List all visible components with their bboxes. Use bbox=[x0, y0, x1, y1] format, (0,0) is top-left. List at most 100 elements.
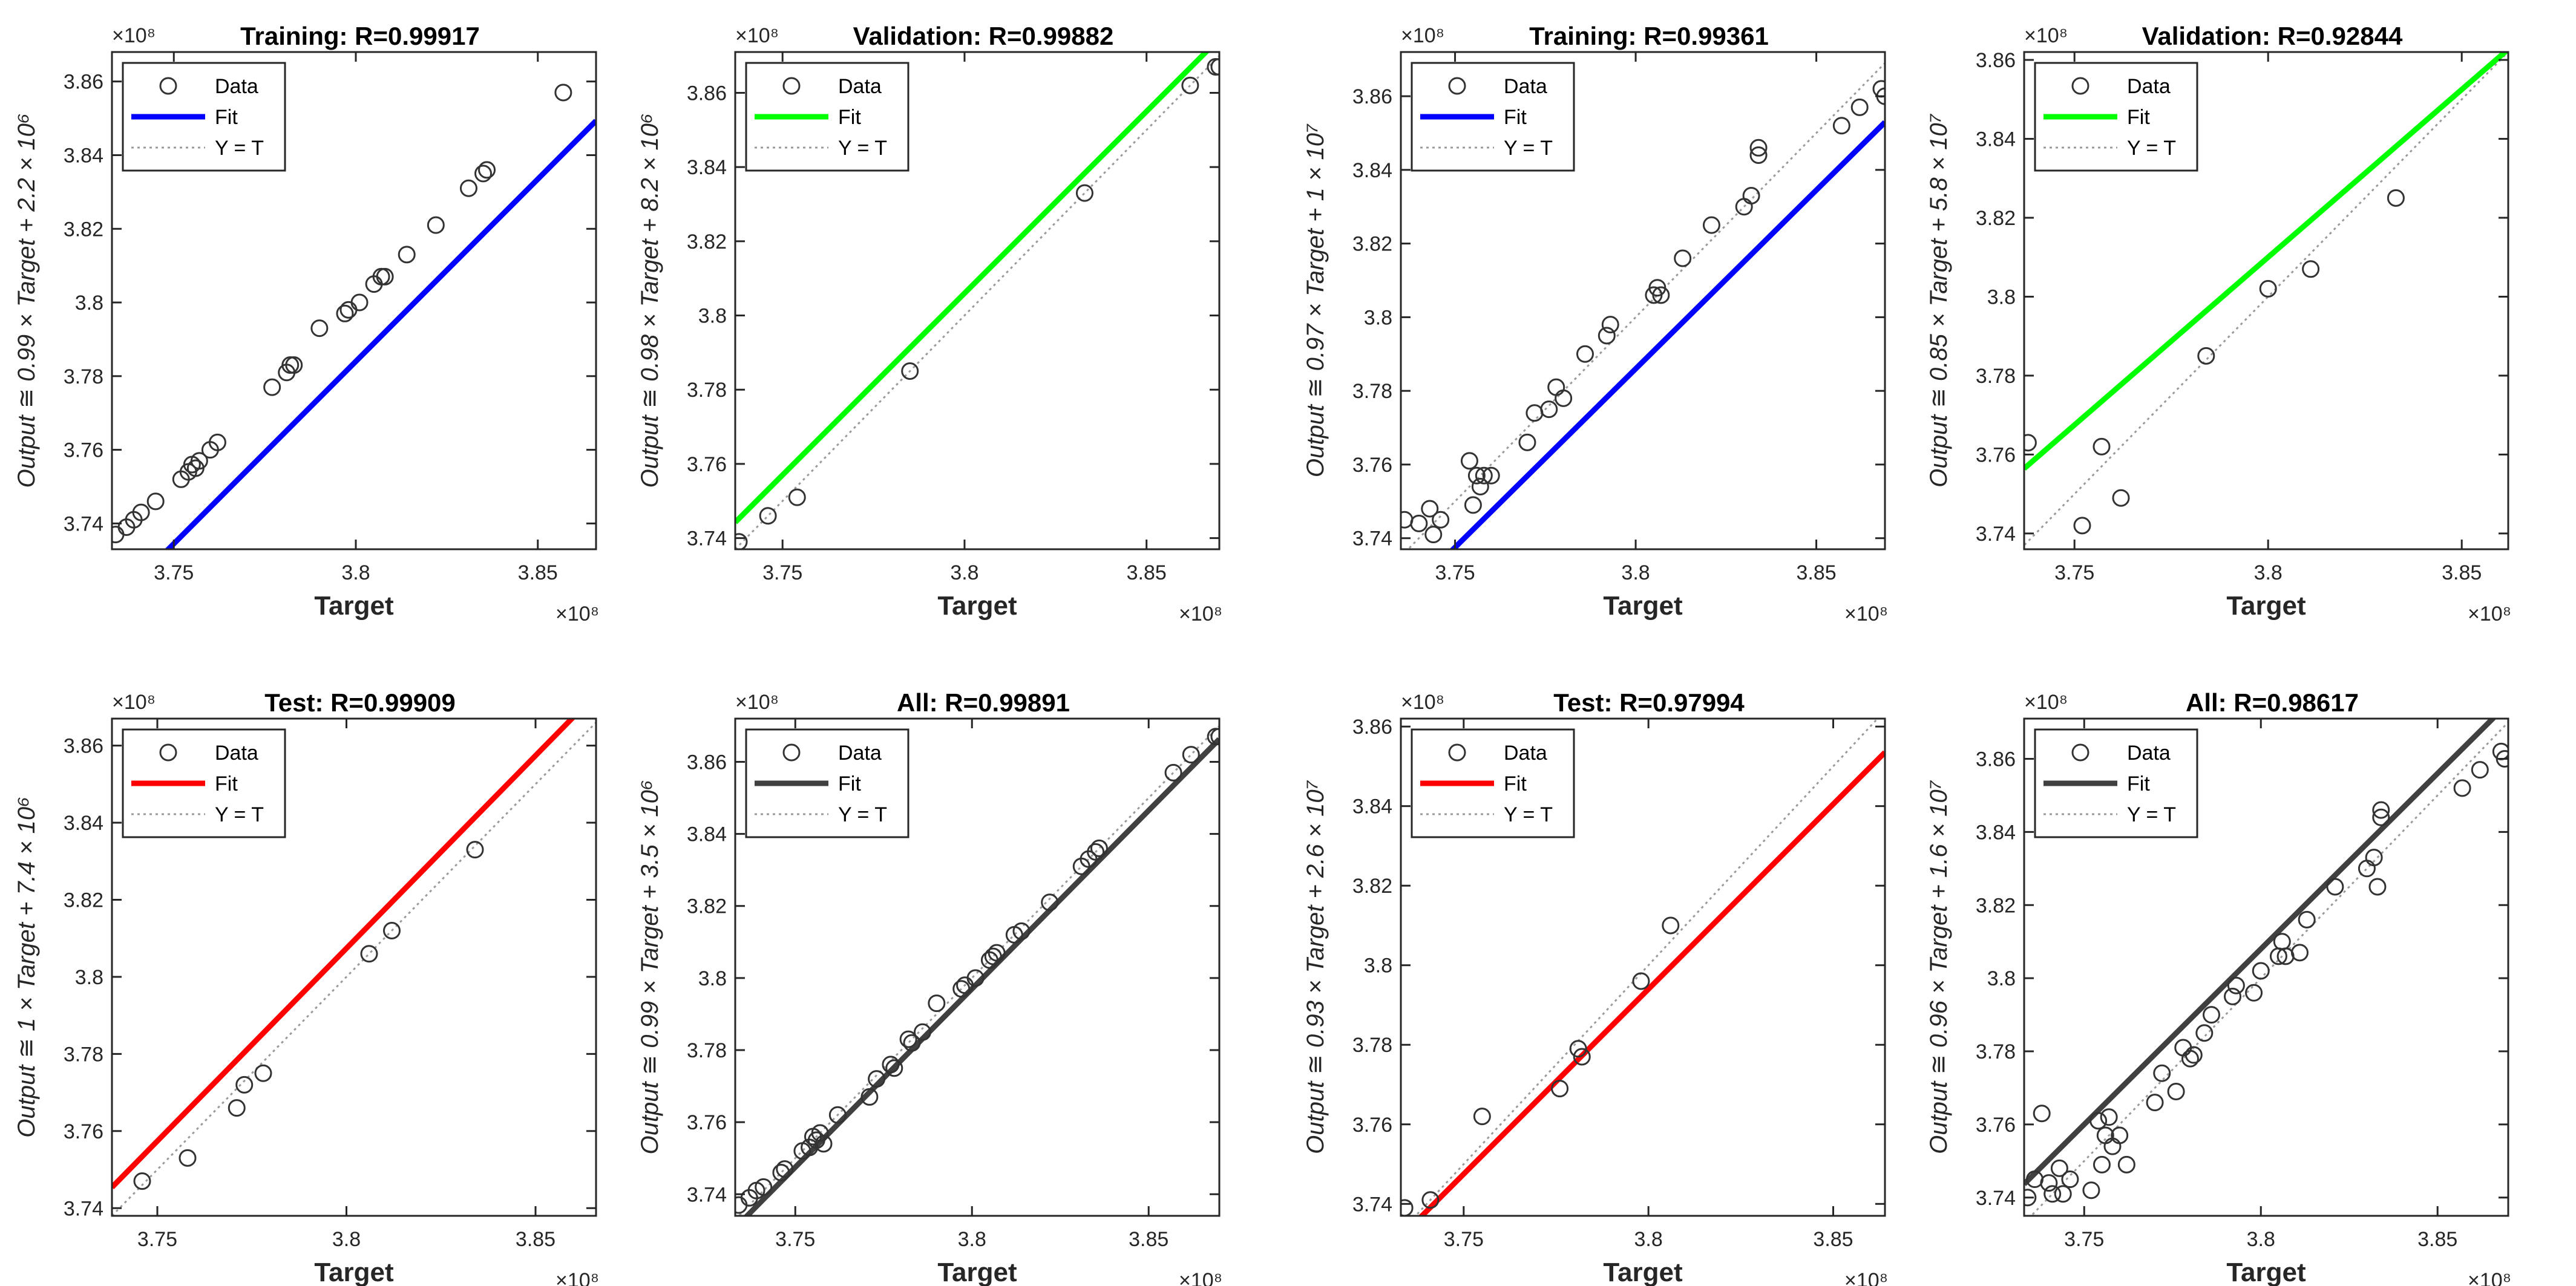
x-tick-label: 3.85 bbox=[2417, 1228, 2457, 1251]
data-point-19 bbox=[2167, 1083, 2185, 1100]
data-point-13 bbox=[2100, 1108, 2118, 1126]
chart-panel-7: 3.75 3.8 3.85 3.74 3.76 3.78 3.8 3.82 3.84 3.86 ×1… bbox=[1302, 688, 1888, 1286]
legend-data-label: Data bbox=[2127, 742, 2171, 765]
data-point-3 bbox=[228, 1099, 246, 1117]
legend-data-marker bbox=[1448, 743, 1466, 762]
data-point-23 bbox=[2195, 1024, 2214, 1042]
data-point-26 bbox=[459, 179, 477, 197]
data-point-6 bbox=[1460, 452, 1478, 470]
y-axis-label: Output ≅ 0.93 × Target + 2.6 × 10⁷ bbox=[1302, 780, 1329, 1154]
y-axis-label: Output ≅ 0.97 × Target + 1 × 10⁷ bbox=[1302, 123, 1329, 477]
data-point-34 bbox=[2326, 878, 2344, 896]
x-axis-exponent: ×10⁸ bbox=[2468, 1269, 2511, 1286]
y-axis-exponent: ×10⁸ bbox=[112, 24, 156, 47]
y-tick-label: 3.82 bbox=[1976, 894, 2016, 917]
y-tick-label: 3.8 bbox=[75, 292, 103, 315]
data-point-7 bbox=[2054, 1185, 2072, 1203]
legend-yt-label: Y = T bbox=[215, 803, 264, 826]
data-point-6 bbox=[1181, 76, 1199, 94]
data-point-33 bbox=[1087, 843, 1105, 861]
chart-panel-2: 3.75 3.8 3.85 3.74 3.76 3.78 3.8 3.82 3.84 3.86 ×1… bbox=[637, 22, 1222, 625]
data-point-16 bbox=[285, 356, 303, 374]
axes-box bbox=[1400, 717, 1886, 1217]
legend: Data Fit Y = T bbox=[122, 728, 286, 838]
data-point-27 bbox=[474, 165, 493, 183]
data-point-18 bbox=[1598, 327, 1616, 345]
data-point-5 bbox=[772, 1164, 790, 1182]
yt-reference-line bbox=[2030, 720, 2508, 1216]
yt-reference-line bbox=[112, 721, 596, 1216]
data-point-4 bbox=[235, 1075, 254, 1094]
data-point-3 bbox=[788, 488, 806, 506]
data-point-22 bbox=[952, 980, 971, 998]
legend-fit-label: Fit bbox=[1504, 772, 1527, 795]
y-tick-label: 3.76 bbox=[64, 439, 103, 462]
data-point-15 bbox=[868, 1070, 886, 1088]
legend-fit-label: Fit bbox=[2127, 772, 2150, 795]
data-point-10 bbox=[2089, 1112, 2108, 1130]
y-tick-label: 3.82 bbox=[687, 230, 727, 253]
y-axis-label: Output ≅ 1 × Target + 7.4 × 10⁶ bbox=[13, 797, 40, 1137]
legend: Data Fit Y = T bbox=[2034, 728, 2198, 838]
data-point-17 bbox=[310, 319, 329, 338]
x-tick-label: 3.75 bbox=[137, 1228, 177, 1251]
x-tick-label: 3.85 bbox=[2442, 561, 2482, 584]
data-point-4 bbox=[2040, 1174, 2058, 1192]
data-point-39 bbox=[2372, 801, 2390, 819]
chart-title: All: R=0.99891 bbox=[897, 688, 1070, 717]
legend-fit-label: Fit bbox=[2127, 106, 2150, 129]
y-tick-label: 3.74 bbox=[1352, 1193, 1392, 1216]
y-tick-label: 3.84 bbox=[1352, 795, 1392, 818]
y-tick-label: 3.84 bbox=[64, 144, 103, 167]
x-axis-exponent: ×10⁸ bbox=[556, 1269, 599, 1286]
y-axis-exponent: ×10⁸ bbox=[735, 24, 779, 47]
data-point-29 bbox=[554, 83, 572, 102]
chart-panel-8: 3.75 3.8 3.85 3.74 3.76 3.78 3.8 3.82 3.84 3.86 ×1… bbox=[1925, 688, 2511, 1286]
chart-panel-4: 3.75 3.8 3.85 3.74 3.76 3.78 3.8 3.82 3.84 3.86 ×1… bbox=[1925, 22, 2511, 625]
x-tick-label: 3.8 bbox=[1634, 1228, 1663, 1251]
legend: Data Fit Y = T bbox=[1411, 62, 1575, 172]
data-point-7 bbox=[2302, 260, 2320, 278]
axes-box bbox=[111, 717, 597, 1217]
axes-box bbox=[111, 51, 597, 550]
fit-line bbox=[2024, 719, 2497, 1186]
fit-line bbox=[1418, 750, 1885, 1216]
plot-content bbox=[112, 83, 596, 549]
x-tick-label: 3.8 bbox=[2247, 1228, 2275, 1251]
x-tick-label: 3.8 bbox=[332, 1228, 361, 1251]
y-tick-label: 3.74 bbox=[1976, 1187, 2016, 1210]
y-tick-label: 3.76 bbox=[687, 1111, 727, 1134]
plot-content bbox=[735, 52, 1219, 549]
x-tick-label: 3.75 bbox=[2064, 1228, 2104, 1251]
y-tick-label: 3.86 bbox=[64, 71, 103, 94]
data-point-16 bbox=[1555, 389, 1573, 407]
legend-data-marker bbox=[2071, 743, 2089, 762]
x-tick-label: 3.8 bbox=[958, 1228, 986, 1251]
data-point-2 bbox=[1410, 514, 1428, 532]
y-axis-label: Output ≅ 0.98 × Target + 8.2 × 10⁶ bbox=[637, 113, 663, 488]
y-tick-label: 3.8 bbox=[1987, 967, 2016, 990]
legend-yt-label: Y = T bbox=[1504, 803, 1553, 826]
axes-box bbox=[734, 717, 1221, 1217]
fit-line bbox=[112, 719, 576, 1189]
x-axis-exponent: ×10⁸ bbox=[2468, 602, 2511, 625]
data-point-3 bbox=[1473, 1108, 1491, 1126]
plot-content bbox=[2024, 719, 2508, 1216]
data-point-32 bbox=[2290, 944, 2309, 962]
data-point-7 bbox=[383, 921, 401, 939]
data-point-19 bbox=[903, 1034, 921, 1052]
yt-reference-line bbox=[2024, 52, 2508, 547]
y-tick-label: 3.78 bbox=[1976, 365, 2016, 388]
chart-title: All: R=0.98617 bbox=[2186, 688, 2359, 717]
data-point-6 bbox=[1573, 1048, 1591, 1066]
data-point-7 bbox=[1632, 972, 1650, 990]
legend-fit-label: Fit bbox=[215, 772, 238, 795]
legend-data-label: Data bbox=[1504, 742, 1547, 765]
data-point-28 bbox=[478, 161, 496, 179]
chart-panel-1: 3.75 3.8 3.85 3.74 3.76 3.78 3.8 3.82 3.84 3.86 ×1… bbox=[13, 22, 599, 625]
fit-line bbox=[735, 52, 1210, 524]
y-axis-exponent: ×10⁸ bbox=[1401, 691, 1444, 714]
data-point-36 bbox=[2365, 849, 2383, 867]
y-tick-label: 3.82 bbox=[64, 889, 103, 912]
